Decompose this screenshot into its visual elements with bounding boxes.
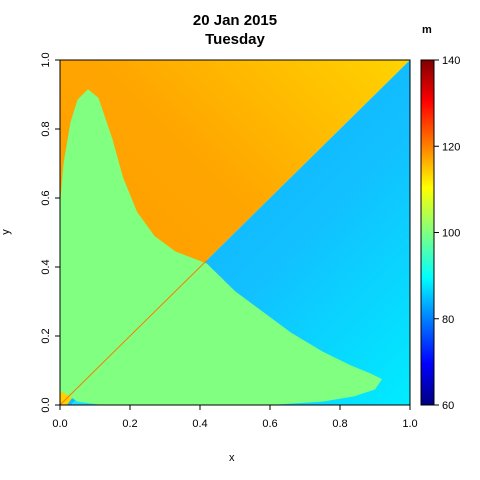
colorbar-tick-label: 60 <box>442 400 454 412</box>
x-tick-label: 0.6 <box>262 418 277 430</box>
colorbar-tick-label: 80 <box>442 314 454 326</box>
y-tick-label: 0.2 <box>40 328 52 343</box>
x-axis-label: x <box>229 452 235 464</box>
x-tick-label: 0.4 <box>192 418 207 430</box>
colorbar-tick-label: 100 <box>442 228 460 240</box>
colorbar-tick-label: 140 <box>442 55 460 67</box>
colorbar-axis: 60 80 100 120 140 <box>434 55 460 412</box>
y-axis: 0.0 0.2 0.4 0.6 0.8 1.0 <box>40 52 60 413</box>
x-axis: 0.0 0.2 0.4 0.6 0.8 1.0 <box>52 405 418 430</box>
colorbar-tick-label: 120 <box>442 141 460 153</box>
diagonal-line <box>60 259 208 405</box>
x-tick-label: 0.0 <box>52 418 67 430</box>
x-tick-label: 0.2 <box>122 418 137 430</box>
colorbar <box>420 59 435 406</box>
x-tick-label: 1.0 <box>402 418 417 430</box>
y-tick-label: 0.6 <box>40 190 52 205</box>
y-tick-label: 0.8 <box>40 121 52 136</box>
y-tick-label: 0.0 <box>40 397 52 412</box>
chart-subtitle: Tuesday <box>205 31 265 48</box>
y-tick-label: 1.0 <box>40 52 52 67</box>
plot-frame <box>59 59 411 406</box>
chart-title: 20 Jan 2015 <box>192 12 278 29</box>
colorbar-unit-label: m <box>422 24 432 36</box>
x-tick-label: 0.8 <box>332 418 347 430</box>
y-tick-label: 0.4 <box>40 259 52 274</box>
